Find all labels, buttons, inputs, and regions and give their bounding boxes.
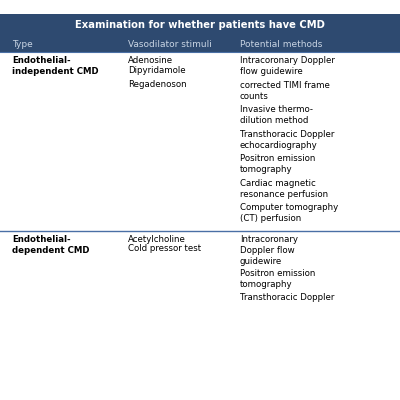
- Text: Transthoracic Doppler: Transthoracic Doppler: [240, 293, 334, 302]
- Text: Cardiac magnetic
resonance perfusion: Cardiac magnetic resonance perfusion: [240, 178, 328, 199]
- Text: Endothelial-
independent CMD: Endothelial- independent CMD: [12, 56, 99, 76]
- Text: Regadenoson: Regadenoson: [128, 80, 187, 89]
- Text: Examination for whether patients have CMD: Examination for whether patients have CM…: [75, 20, 325, 30]
- Text: Type: Type: [12, 40, 33, 48]
- Text: Intracoronary Doppler
flow guidewire: Intracoronary Doppler flow guidewire: [240, 56, 335, 76]
- Text: Intracoronary
Doppler flow
guidewire: Intracoronary Doppler flow guidewire: [240, 235, 298, 266]
- Text: Computer tomography
(CT) perfusion: Computer tomography (CT) perfusion: [240, 203, 338, 223]
- Text: Cold pressor test: Cold pressor test: [128, 244, 201, 253]
- Text: Endothelial-
dependent CMD: Endothelial- dependent CMD: [12, 235, 90, 255]
- Text: Invasive thermo-
dilution method: Invasive thermo- dilution method: [240, 105, 313, 125]
- Text: Transthoracic Doppler
echocardiography: Transthoracic Doppler echocardiography: [240, 130, 334, 150]
- Text: Potential methods: Potential methods: [240, 40, 322, 48]
- Text: Acetylcholine: Acetylcholine: [128, 235, 186, 244]
- Text: Dipyridamole: Dipyridamole: [128, 66, 186, 75]
- Text: corrected TIMI frame
counts: corrected TIMI frame counts: [240, 80, 330, 101]
- Text: Adenosine: Adenosine: [128, 56, 173, 65]
- Text: Positron emission
tomography: Positron emission tomography: [240, 154, 315, 174]
- Text: Positron emission
tomography: Positron emission tomography: [240, 269, 315, 289]
- Text: Vasodilator stimuli: Vasodilator stimuli: [128, 40, 212, 48]
